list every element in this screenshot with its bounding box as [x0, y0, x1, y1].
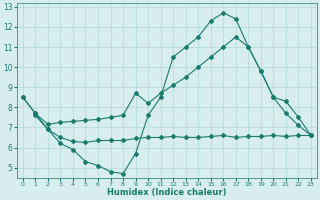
X-axis label: Humidex (Indice chaleur): Humidex (Indice chaleur): [107, 188, 227, 197]
